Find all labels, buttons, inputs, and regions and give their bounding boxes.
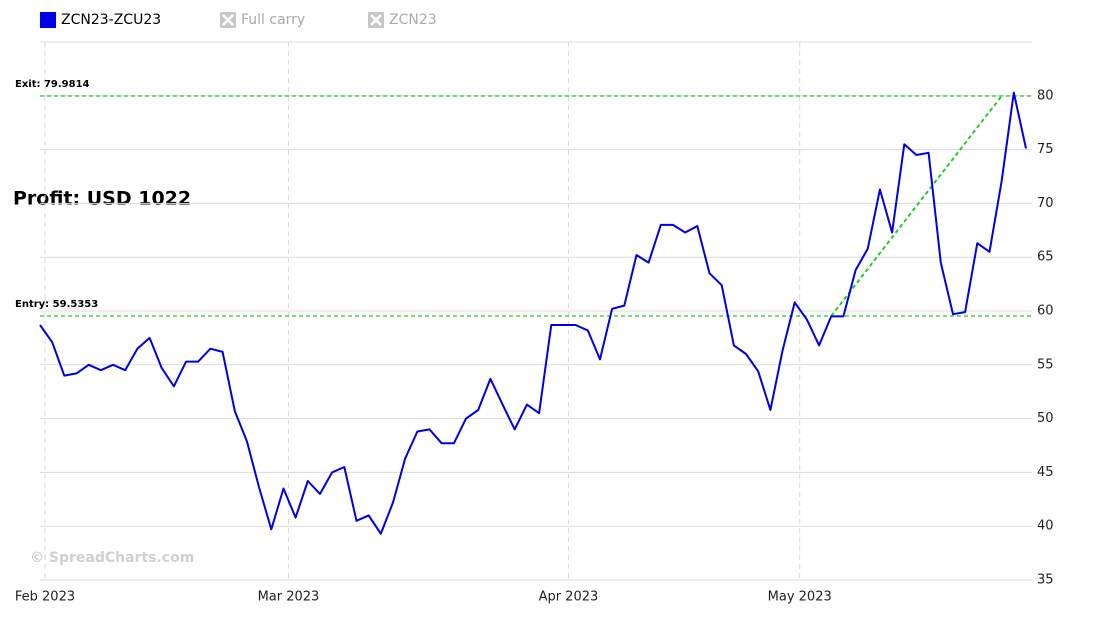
x-tick-label: May 2023 [768,590,832,605]
y-tick-label: 40 [1037,519,1054,534]
y-tick-label: 55 [1037,357,1054,372]
watermark: © SpreadCharts.com [30,550,194,566]
profit-label: Profit: USD 1022 [13,188,191,210]
x-tick-label: Feb 2023 [15,590,75,605]
legend-cross[interactable] [222,14,234,26]
series-line [39,91,1027,535]
legend-label-off[interactable]: ZCN23 [389,12,437,28]
legend-label-off[interactable]: Full carry [241,12,305,28]
level-label: Entry: 59.5353 [15,299,98,310]
y-tick-label: 75 [1037,142,1054,157]
y-tick-label: 80 [1037,88,1054,103]
y-tick-label: 35 [1037,573,1054,588]
level-label: Exit: 79.9814 [15,79,90,90]
legend-swatch[interactable] [40,12,56,28]
y-tick-label: 50 [1037,411,1054,426]
y-tick-label: 45 [1037,465,1054,480]
x-tick-label: Apr 2023 [539,590,599,605]
trade-line [830,95,1003,317]
y-tick-label: 65 [1037,250,1054,265]
legend-cross[interactable] [370,14,382,26]
legend-label[interactable]: ZCN23-ZCU23 [61,12,161,28]
x-tick-label: Mar 2023 [258,590,320,605]
y-tick-label: 70 [1037,196,1054,211]
y-tick-label: 60 [1037,304,1054,319]
